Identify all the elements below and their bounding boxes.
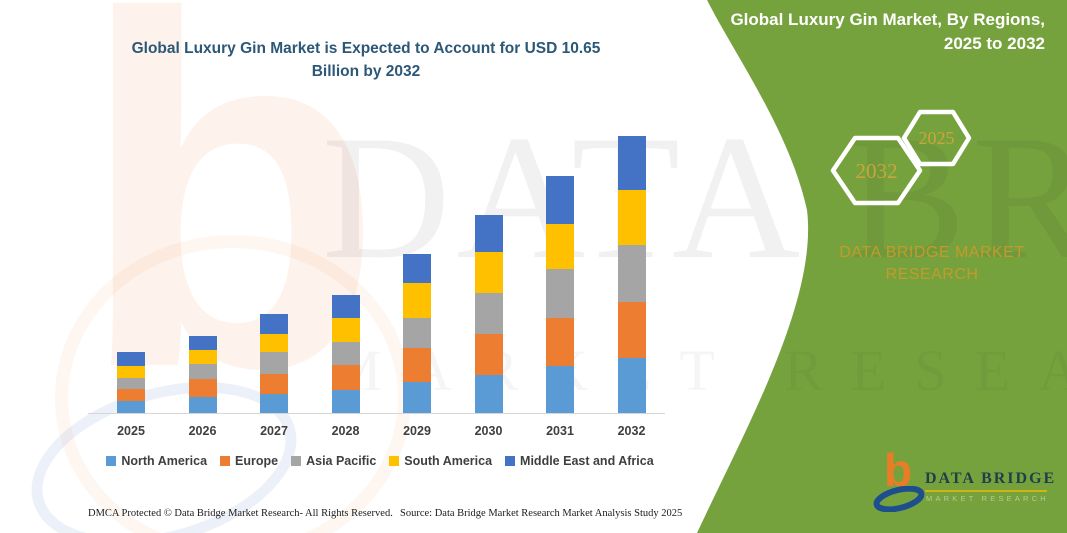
legend-label: North America xyxy=(121,454,208,468)
hexagon-2025-label: 2025 xyxy=(919,128,955,148)
bar-segment-2026-europe xyxy=(188,379,217,398)
footer-source-text: Source: Data Bridge Market Research Mark… xyxy=(400,508,683,519)
bar-segment-2029-asia-pacific xyxy=(403,317,431,348)
hexagon-2032-label: 2032 xyxy=(856,159,898,183)
bar-segment-2032-south-america xyxy=(617,190,646,246)
chart-title-line2: Billion by 2032 xyxy=(311,63,421,81)
bar-segment-2031-europe xyxy=(546,317,574,367)
x-axis-label-2027: 2027 xyxy=(260,424,288,438)
bar-segment-2029-middle-east-and-africa xyxy=(403,254,431,284)
chart-title: Global Luxury Gin Market is Expected to … xyxy=(93,37,639,84)
legend-label: Asia Pacific xyxy=(306,454,377,468)
bar-segment-2026-middle-east-and-africa xyxy=(188,335,217,350)
green-panel-shape xyxy=(697,0,1067,533)
company-logo: b DATA BRIDGE MARKET RESEARCH xyxy=(872,447,1057,515)
bar-segment-2028-middle-east-and-africa xyxy=(331,295,360,318)
panel-brand-line2: RESEARCH xyxy=(885,265,979,283)
bar-segment-2028-south-america xyxy=(331,317,360,343)
panel-heading: Global Luxury Gin Market, By Regions, 20… xyxy=(705,8,1045,56)
bar-segment-2025-middle-east-and-africa xyxy=(117,352,145,367)
bar-segment-2031-north-america xyxy=(546,366,574,413)
bar-segment-2025-europe xyxy=(117,389,145,401)
bar-segment-2027-middle-east-and-africa xyxy=(260,313,288,334)
bar-segment-2032-asia-pacific xyxy=(617,245,646,303)
stacked-bar-2025 xyxy=(117,352,145,413)
stacked-bar-2030 xyxy=(474,214,503,413)
bar-segment-2031-middle-east-and-africa xyxy=(546,175,574,224)
bar-segment-2027-north-america xyxy=(260,394,288,413)
legend-item-middle-east-and-africa: Middle East and Africa xyxy=(505,454,654,468)
legend-swatch-icon xyxy=(505,456,516,466)
x-axis-label-2031: 2031 xyxy=(546,424,574,438)
logo-name-text: DATA BRIDGE xyxy=(925,470,1057,487)
bar-segment-2030-north-america xyxy=(474,374,503,413)
legend-label: Europe xyxy=(235,454,279,468)
legend-swatch-icon xyxy=(106,456,117,466)
legend-item-asia-pacific: Asia Pacific xyxy=(291,454,376,468)
logo-swoosh-icon xyxy=(873,486,925,512)
bar-segment-2029-north-america xyxy=(403,382,431,413)
logo-b-icon: b xyxy=(884,444,913,496)
bar-segment-2028-asia-pacific xyxy=(331,342,360,365)
bar-segment-2028-europe xyxy=(331,364,360,390)
bar-segment-2026-south-america xyxy=(188,349,217,364)
legend-item-north-america: North America xyxy=(106,454,207,468)
bar-segment-2028-north-america xyxy=(331,389,360,413)
stacked-bar-2026 xyxy=(188,335,217,413)
legend-label: Middle East and Africa xyxy=(520,454,654,468)
x-axis-label-2030: 2030 xyxy=(474,424,503,438)
bar-segment-2027-asia-pacific xyxy=(260,352,288,374)
stacked-bar-2027 xyxy=(260,313,288,413)
legend-label: South America xyxy=(404,454,493,468)
stacked-bar-2028 xyxy=(331,295,360,413)
bar-segment-2027-europe xyxy=(260,374,288,394)
legend-swatch-icon xyxy=(220,456,231,466)
stacked-bar-2032 xyxy=(617,136,646,413)
stacked-bar-2029 xyxy=(403,254,431,413)
bar-segment-2032-europe xyxy=(617,302,646,358)
chart-legend: North America Europe Asia Pacific South Ame… xyxy=(86,454,674,468)
bar-segment-2030-middle-east-and-africa xyxy=(474,214,503,253)
hexagon-2025 xyxy=(901,109,972,167)
x-axis-label-2029: 2029 xyxy=(403,424,431,438)
bar-segment-2027-south-america xyxy=(260,333,288,353)
bar-segment-2030-europe xyxy=(474,334,503,375)
bar-segment-2026-asia-pacific xyxy=(188,363,217,380)
bar-segment-2030-south-america xyxy=(474,252,503,293)
x-axis-label-2032: 2032 xyxy=(617,424,646,438)
stacked-bar-2031 xyxy=(546,175,574,413)
x-axis-label-2025: 2025 xyxy=(117,424,145,438)
hexagon-2032 xyxy=(830,135,923,206)
bar-segment-2031-south-america xyxy=(546,223,574,270)
logo-subtitle-text: MARKET RESEARCH xyxy=(926,494,1049,503)
bar-segment-2026-north-america xyxy=(188,397,217,413)
panel-brand-text: DATA BRIDGE MARKET RESEARCH xyxy=(817,242,1047,285)
bar-segment-2030-asia-pacific xyxy=(474,292,503,335)
legend-swatch-icon xyxy=(291,456,302,466)
bar-segment-2032-middle-east-and-africa xyxy=(617,136,646,191)
bar-segment-2025-south-america xyxy=(117,366,145,379)
bar-segment-2025-north-america xyxy=(117,400,145,413)
legend-swatch-icon xyxy=(389,456,400,466)
bar-segment-2029-south-america xyxy=(403,283,431,318)
footer-dmca-text: DMCA Protected © Data Bridge Market Rese… xyxy=(88,508,393,519)
bar-segment-2025-asia-pacific xyxy=(117,378,145,390)
bar-segment-2032-north-america xyxy=(617,357,646,413)
logo-underline xyxy=(925,490,1047,492)
x-axis-line xyxy=(88,413,665,414)
x-axis-label-2026: 2026 xyxy=(188,424,217,438)
bar-segment-2031-asia-pacific xyxy=(546,269,574,318)
bar-segment-2029-europe xyxy=(403,347,431,383)
x-axis-label-2028: 2028 xyxy=(331,424,360,438)
legend-item-south-america: South America xyxy=(389,454,492,468)
panel-heading-line2: 2025 to 2032 xyxy=(943,33,1045,53)
panel-brand-line1: DATA BRIDGE MARKET xyxy=(839,244,1025,261)
panel-heading-line1: Global Luxury Gin Market, By Regions, xyxy=(730,10,1045,29)
legend-item-europe: Europe xyxy=(220,454,278,468)
chart-title-line1: Global Luxury Gin Market is Expected to … xyxy=(131,40,601,57)
